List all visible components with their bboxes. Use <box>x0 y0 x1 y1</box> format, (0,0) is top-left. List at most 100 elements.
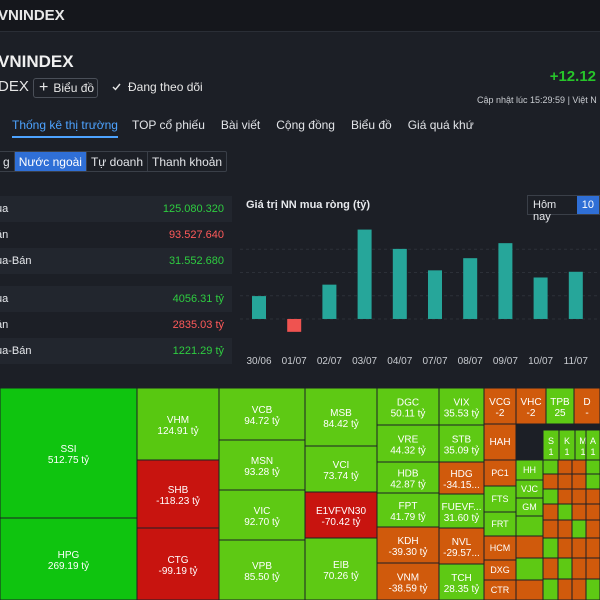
treemap-small-cell[interactable] <box>571 537 587 559</box>
treemap-small-cell[interactable] <box>515 515 544 537</box>
treemap-small-cell[interactable] <box>515 579 544 600</box>
treemap-cell[interactable]: VCG-2 <box>483 388 517 425</box>
stat-row: ua 4056.31 tỷ <box>0 286 232 312</box>
treemap-cell[interactable]: CTG-99.19 tỷ <box>136 527 220 600</box>
treemap-small-cell[interactable] <box>571 578 587 600</box>
chart-button[interactable]: + Biểu đồ <box>33 78 98 98</box>
subtab-liquidity[interactable]: Thanh khoản <box>152 155 223 169</box>
treemap-small-cell[interactable] <box>585 578 600 600</box>
top-bar: VNINDEX <box>0 0 600 32</box>
tab-market-stats[interactable]: Thống kê thị trường <box>12 118 118 138</box>
treemap-small-cell[interactable] <box>585 557 600 580</box>
treemap-small-cell[interactable] <box>571 557 587 580</box>
treemap-cell[interactable]: FRT <box>483 511 517 537</box>
treemap-small-cell[interactable] <box>557 578 573 600</box>
treemap-small-cell[interactable] <box>515 535 544 559</box>
treemap-small-cell[interactable] <box>585 473 600 490</box>
follow-toggle[interactable]: Đang theo dõi <box>112 80 203 94</box>
treemap-small-cell[interactable] <box>557 537 573 559</box>
treemap-cell[interactable]: E1VFVN30-70.42 tỷ <box>304 491 378 539</box>
treemap-cell[interactable]: HAH <box>483 423 517 461</box>
treemap-small-cell[interactable] <box>542 473 559 490</box>
treemap-small-cell[interactable] <box>571 503 587 521</box>
treemap-value: -2 <box>527 408 536 419</box>
treemap-ticker: VIC <box>254 506 271 517</box>
treemap-small-cell[interactable] <box>542 503 559 521</box>
chart-button-label: Biểu đồ <box>53 81 95 95</box>
treemap-small-cell[interactable] <box>585 519 600 539</box>
treemap-small-cell[interactable] <box>557 503 573 521</box>
tab-price-history[interactable]: Giá quá khứ <box>407 118 474 132</box>
treemap-cell[interactable]: SHB-118.23 tỷ <box>136 459 220 529</box>
treemap-cell[interactable]: FTS <box>483 485 517 513</box>
treemap-cell[interactable]: DXG <box>483 559 517 581</box>
treemap-small-cell[interactable] <box>542 519 559 539</box>
treemap-cell[interactable]: KDH-39.30 tỷ <box>376 526 440 564</box>
stat-value: 1221.29 tỷ <box>172 345 224 357</box>
tab-community[interactable]: Cộng đồng <box>276 118 335 132</box>
treemap-small-cell[interactable] <box>542 557 559 580</box>
subtab-proprietary[interactable]: Tự doanh <box>87 152 149 171</box>
treemap-cell[interactable]: PC1 <box>483 459 517 487</box>
treemap-cell-bg <box>218 539 306 600</box>
treemap-cell[interactable]: K1 <box>558 429 576 461</box>
treemap-small-cell[interactable] <box>557 519 573 539</box>
foreign-stats: ua 125.080.320 án 93.527.640 ua-Bán 31.5… <box>0 196 232 364</box>
treemap-cell[interactable]: VJC <box>515 479 544 499</box>
treemap-cell[interactable]: GM <box>515 497 544 517</box>
treemap-small-cell[interactable] <box>557 488 573 505</box>
treemap-small-cell[interactable] <box>542 537 559 559</box>
tab-articles[interactable]: Bài viết <box>220 118 261 132</box>
treemap-cell[interactable]: NVL-29.57... <box>438 527 485 565</box>
treemap-cell[interactable]: HH <box>515 459 544 481</box>
subtab-partial[interactable]: g <box>0 152 15 171</box>
treemap-cell[interactable]: D- <box>573 388 600 425</box>
treemap-small-cell[interactable] <box>557 473 573 490</box>
treemap-small-cell[interactable] <box>571 473 587 490</box>
subtab-foreign[interactable]: Nước ngoài <box>14 152 87 171</box>
treemap-small-cell[interactable] <box>542 578 559 600</box>
treemap-small-cell[interactable] <box>585 459 600 475</box>
treemap-cell[interactable]: S1 <box>542 429 560 461</box>
treemap-cell[interactable]: A1 <box>585 429 600 461</box>
range-10-button[interactable]: 10 <box>576 196 599 214</box>
treemap-small-cell[interactable] <box>585 488 600 505</box>
tab-top-stocks[interactable]: TOP cổ phiếu <box>131 118 205 132</box>
treemap-small-cell[interactable] <box>542 488 559 505</box>
treemap-small-cell[interactable] <box>557 557 573 580</box>
treemap-cell[interactable]: VHC-2 <box>515 388 547 425</box>
treemap-small-cell[interactable] <box>515 557 544 581</box>
treemap-small-cell[interactable] <box>571 459 587 475</box>
treemap-small-cell[interactable] <box>585 503 600 521</box>
treemap-cell[interactable]: CTR <box>483 579 517 600</box>
treemap-small-cell[interactable] <box>571 519 587 539</box>
treemap-small-cell[interactable] <box>557 459 573 475</box>
treemap-cell[interactable]: FUEVF...31.60 tỷ <box>438 493 485 529</box>
treemap-cell[interactable]: HDG-34.15... <box>438 461 485 495</box>
range-today-button[interactable]: Hôm nay <box>533 199 557 223</box>
treemap-cell[interactable]: HCM <box>483 535 517 561</box>
treemap-small-cell[interactable] <box>571 488 587 505</box>
treemap-small-cell[interactable] <box>542 459 559 475</box>
treemap-cell[interactable]: VNM-38.59 tỷ <box>376 562 440 600</box>
treemap-small-cell[interactable] <box>585 537 600 559</box>
tab-chart[interactable]: Biểu đồ <box>350 118 392 132</box>
